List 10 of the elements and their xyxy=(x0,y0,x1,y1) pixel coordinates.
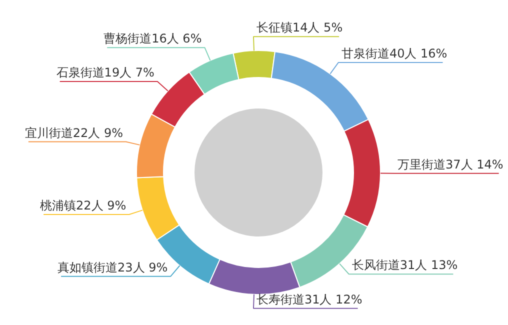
slice-label: 长风街道31人 13% xyxy=(352,258,458,272)
slice-label: 真如镇街道23人 9% xyxy=(58,260,168,274)
slice-label: 万里街道37人 14% xyxy=(397,157,504,172)
slice-label: 桃浦镇22人 9% xyxy=(40,198,126,213)
slice-label: 甘泉街道40人 16% xyxy=(341,46,448,60)
slice-label: 长寿街道31人 12% xyxy=(256,292,362,306)
slice-label: 长征镇14人 5% xyxy=(256,20,343,35)
slice-label: 曹杨街道16人 6% xyxy=(104,32,202,46)
slice-label: 宜川街道22人 9% xyxy=(24,126,124,140)
slice-label: 石泉街道19人 7% xyxy=(56,66,154,80)
